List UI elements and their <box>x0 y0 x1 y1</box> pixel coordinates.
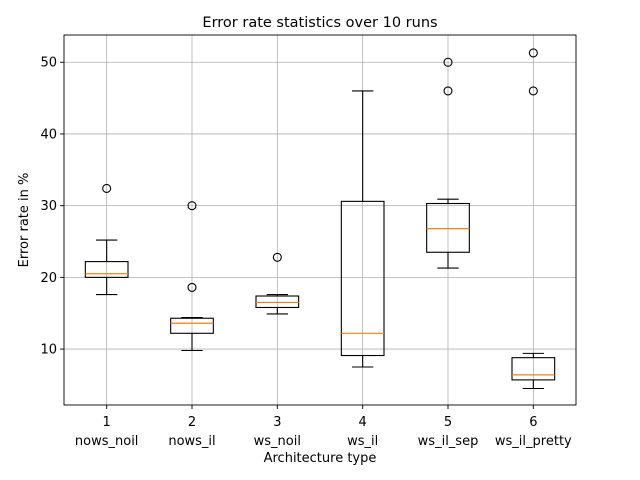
box-nows_il <box>170 201 214 352</box>
iqr-box <box>426 202 470 253</box>
outlier-point <box>528 86 538 96</box>
axes: 10 20 30 40 50 1 nows_noil 2 nows_il 3 ws_noil 4 ws_… <box>40 56 572 449</box>
iqr-box <box>84 261 129 278</box>
x-tick-label: 6 <box>529 415 537 430</box>
outlier-point <box>187 201 197 211</box>
x-category-label: ws_il_pretty <box>495 434 572 449</box>
outlier-point <box>187 282 197 292</box>
y-tick-label: 50 <box>40 56 57 71</box>
x-category-label: ws_il_sep <box>418 434 479 449</box>
x-tick-label: 5 <box>444 415 452 430</box>
x-category-label: ws_il <box>347 434 378 449</box>
outlier-point <box>102 183 112 193</box>
boxes <box>84 48 556 390</box>
x-tick-label: 1 <box>103 415 111 430</box>
iqr-box <box>255 295 300 309</box>
box-ws_il <box>340 90 385 368</box>
x-tick-label: 3 <box>273 415 281 430</box>
box-ws_il_sep <box>426 57 470 269</box>
y-tick-label: 20 <box>40 271 57 286</box>
iqr-box <box>340 200 385 357</box>
plot-area-frame <box>63 34 577 406</box>
outlier-point <box>443 57 453 67</box>
x-category-label: ws_noil <box>254 434 301 449</box>
x-axis-label: Architecture type <box>264 451 377 466</box>
y-tick-label: 10 <box>40 343 57 358</box>
box-nows_noil <box>84 183 129 296</box>
iqr-box <box>511 357 556 381</box>
y-tick-label: 40 <box>40 127 57 142</box>
iqr-box <box>170 317 214 334</box>
x-tick-label: 4 <box>359 415 367 430</box>
outlier-point <box>528 48 538 58</box>
box-ws_il_pretty <box>511 48 556 390</box>
chart-title: Error rate statistics over 10 runs <box>202 15 437 31</box>
x-tick-label: 2 <box>188 415 196 430</box>
x-category-label: nows_noil <box>75 434 139 449</box>
x-category-label: nows_il <box>168 434 215 449</box>
grid-lines <box>64 35 576 405</box>
y-tick-label: 30 <box>40 199 57 214</box>
box-ws_noil <box>255 252 300 315</box>
y-axis-label: Error rate in % <box>17 173 32 268</box>
outlier-point <box>443 86 453 96</box>
outlier-point <box>272 252 282 262</box>
